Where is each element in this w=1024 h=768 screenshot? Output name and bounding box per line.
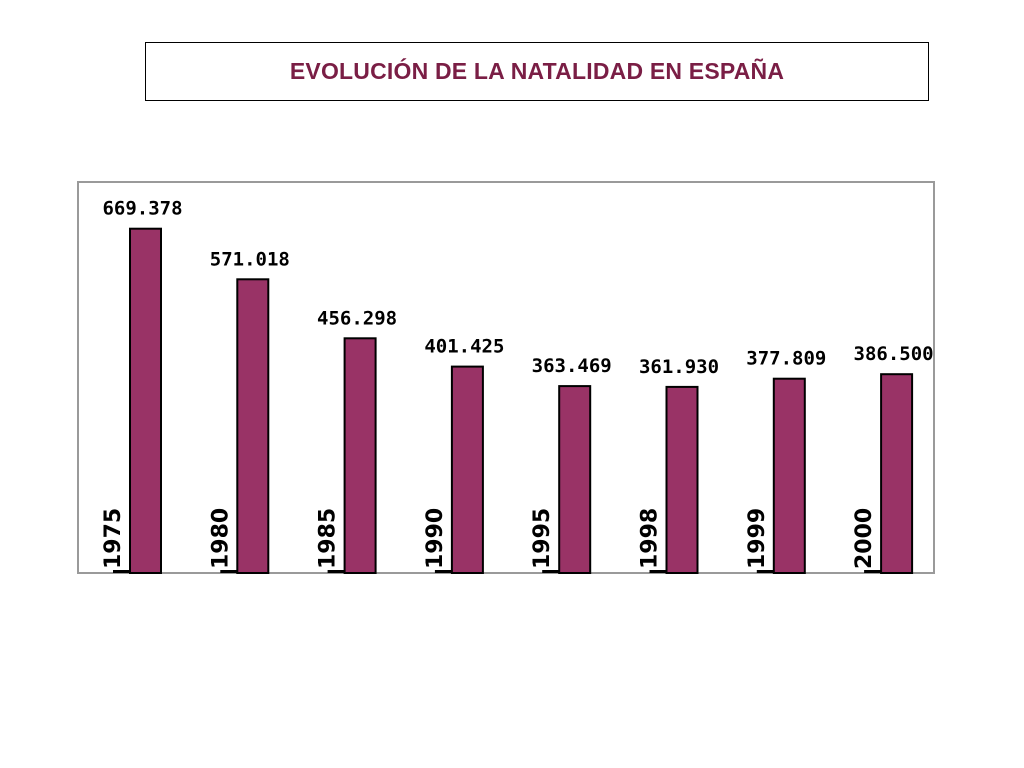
category-label-1999: 1999 <box>745 508 770 569</box>
value-label-1975: 669.378 <box>102 198 182 220</box>
bar-1998 <box>665 385 699 574</box>
baseline-stub-1980 <box>220 570 238 573</box>
baseline-stub-1995 <box>542 570 560 573</box>
title-box: EVOLUCIÓN DE LA NATALIDAD EN ESPAÑA <box>145 42 929 101</box>
value-label-1998: 361.930 <box>639 356 719 378</box>
baseline-stub-1975 <box>113 570 130 573</box>
bar-1980 <box>236 278 270 574</box>
value-label-2000: 386.500 <box>854 343 934 365</box>
bar-1985 <box>343 337 377 574</box>
category-label-1980: 1980 <box>208 508 233 569</box>
bar-1999 <box>772 377 806 575</box>
bar-1990 <box>450 365 484 574</box>
category-label-1998: 1998 <box>638 508 663 569</box>
bar-1975 <box>129 227 162 574</box>
category-label-2000: 2000 <box>852 508 877 569</box>
baseline-stub-1999 <box>756 570 774 573</box>
value-label-1980: 571.018 <box>210 248 290 270</box>
value-label-1999: 377.809 <box>746 348 826 370</box>
value-label-1985: 456.298 <box>317 307 397 329</box>
baseline-stub-1985 <box>327 570 345 573</box>
value-label-1990: 401.425 <box>424 336 504 358</box>
category-label-1975: 1975 <box>101 508 126 569</box>
baseline-stub-1998 <box>649 570 667 573</box>
bar-2000 <box>880 373 914 575</box>
value-label-1995: 363.469 <box>532 355 612 377</box>
page-title: EVOLUCIÓN DE LA NATALIDAD EN ESPAÑA <box>289 58 785 84</box>
category-label-1990: 1990 <box>423 508 448 569</box>
baseline-stub-1990 <box>434 570 452 573</box>
baseline-stub-2000 <box>864 570 882 573</box>
category-label-1985: 1985 <box>316 508 341 569</box>
bar-1995 <box>558 385 592 574</box>
category-label-1995: 1995 <box>530 508 555 569</box>
